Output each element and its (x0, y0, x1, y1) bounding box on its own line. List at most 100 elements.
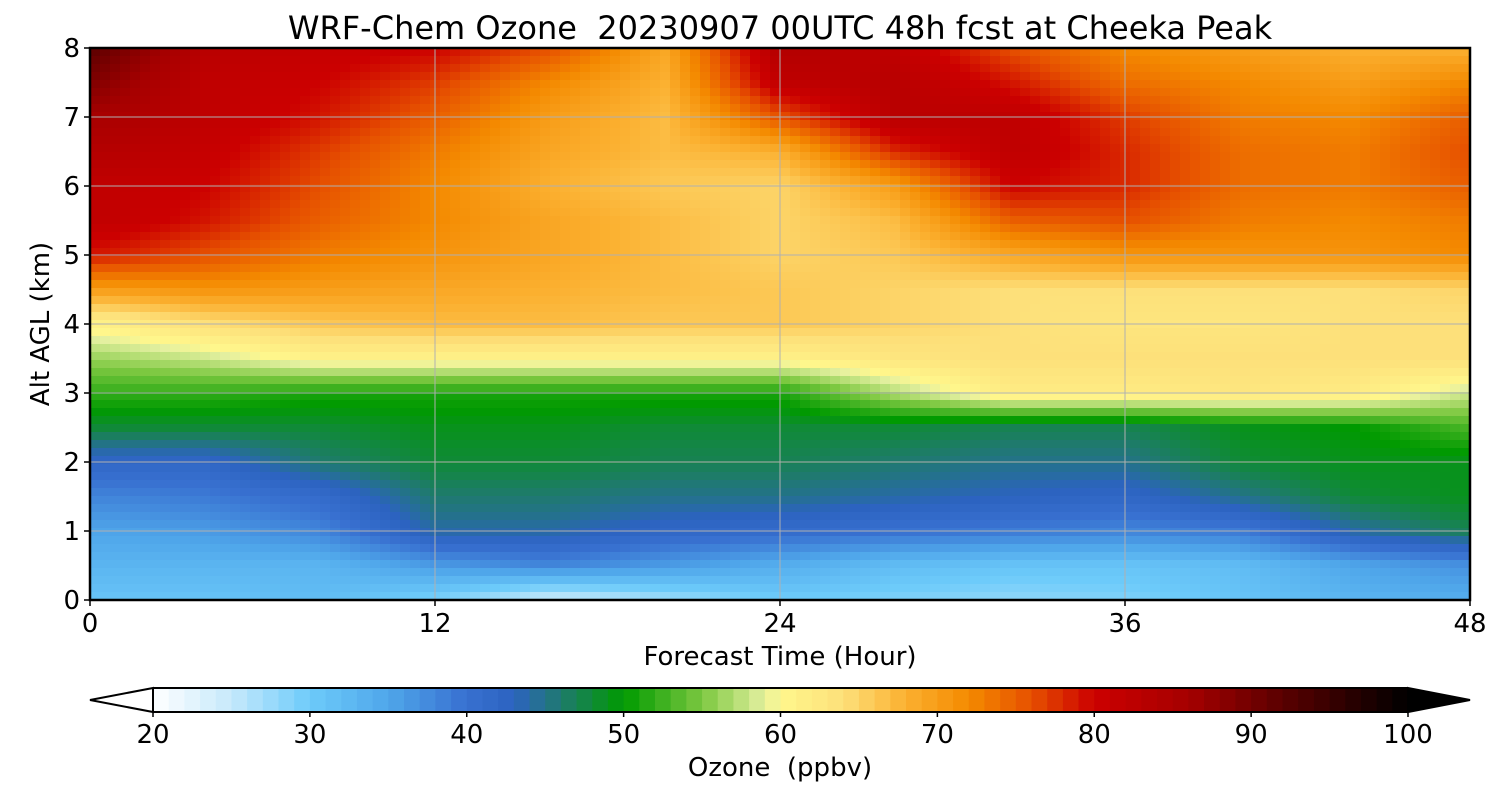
ozone-cell (260, 96, 271, 105)
ozone-cell (960, 248, 971, 257)
ozone-cell (1370, 328, 1381, 337)
ozone-cell (290, 88, 301, 97)
ozone-cell (790, 200, 801, 209)
ozone-cell (440, 104, 451, 113)
ozone-cell (950, 104, 961, 113)
ozone-cell (310, 184, 321, 193)
ozone-cell (580, 112, 591, 121)
ozone-cell (640, 56, 651, 65)
ozone-cell (220, 120, 231, 129)
ozone-cell (520, 280, 531, 289)
ozone-cell (1240, 280, 1251, 289)
ozone-cell (780, 96, 791, 105)
ozone-cell (650, 280, 661, 289)
ozone-cell (510, 176, 521, 185)
ozone-cell (1130, 200, 1141, 209)
ozone-cell (600, 120, 611, 129)
ozone-cell (1080, 192, 1091, 201)
ozone-cell (90, 152, 101, 161)
ozone-cell (1150, 104, 1161, 113)
ozone-cell (870, 256, 881, 265)
ozone-cell (880, 240, 891, 249)
ozone-cell (610, 128, 621, 137)
ozone-cell (990, 208, 1001, 217)
ozone-cell (450, 120, 461, 129)
ozone-cell (520, 104, 531, 113)
ozone-cell (1150, 88, 1161, 97)
ozone-cell (760, 168, 771, 177)
ozone-cell (720, 136, 731, 145)
ozone-cell (810, 312, 821, 321)
ozone-cell (930, 208, 941, 217)
ozone-cell (160, 248, 171, 257)
ozone-cell (160, 296, 171, 305)
ozone-cell (530, 152, 541, 161)
ozone-cell (210, 256, 221, 265)
ozone-cell (940, 88, 951, 97)
ozone-cell (170, 232, 181, 241)
ozone-cell (1100, 144, 1111, 153)
ozone-cell (500, 88, 511, 97)
ozone-cell (420, 184, 431, 193)
ozone-cell (1110, 88, 1121, 97)
ozone-cell (1420, 240, 1431, 249)
ozone-cell (510, 120, 521, 129)
ozone-cell (1230, 48, 1241, 57)
ozone-cell (1090, 224, 1101, 233)
ozone-cell (150, 168, 161, 177)
ozone-cell (210, 56, 221, 65)
ozone-cell (730, 328, 741, 337)
ozone-cell (280, 72, 291, 81)
ozone-cell (1360, 168, 1371, 177)
ozone-cell (480, 112, 491, 121)
ozone-cell (100, 288, 111, 297)
ozone-cell (240, 152, 251, 161)
ozone-cell (570, 96, 581, 105)
ozone-cell (1220, 256, 1231, 265)
ozone-cell (640, 328, 651, 337)
ozone-cell (760, 152, 771, 161)
ozone-cell (220, 192, 231, 201)
ozone-cell (340, 304, 351, 313)
ozone-cell (960, 272, 971, 281)
ozone-cell (800, 208, 811, 217)
ozone-cell (840, 136, 851, 145)
ozone-cell (1460, 304, 1470, 313)
ozone-cell (170, 96, 181, 105)
ozone-cell (1110, 192, 1121, 201)
ozone-cell (820, 288, 831, 297)
ozone-cell (1050, 72, 1061, 81)
ozone-cell (1140, 280, 1151, 289)
ozone-cell (400, 64, 411, 73)
ozone-cell (850, 136, 861, 145)
ozone-cell (770, 304, 781, 313)
ozone-cell (1110, 64, 1121, 73)
ozone-cell (1270, 72, 1281, 81)
ozone-cell (1200, 312, 1211, 321)
ozone-cell (1020, 248, 1031, 257)
ozone-cell (270, 112, 281, 121)
ozone-cell (740, 208, 751, 217)
ozone-cell (1090, 128, 1101, 137)
ozone-cell (1070, 312, 1081, 321)
ozone-cell (780, 80, 791, 89)
ozone-cell (1250, 264, 1261, 273)
ozone-cell (240, 224, 251, 233)
ozone-cell (690, 120, 701, 129)
ozone-cell (310, 280, 321, 289)
ozone-cell (950, 312, 961, 321)
ozone-cell (590, 112, 601, 121)
ozone-cell (1430, 136, 1441, 145)
ozone-cell (1450, 288, 1461, 297)
ozone-cell (740, 56, 751, 65)
ozone-cell (270, 336, 281, 345)
ozone-cell (1080, 112, 1091, 121)
ozone-cell (920, 312, 931, 321)
ozone-cell (210, 152, 221, 161)
ozone-cell (350, 104, 361, 113)
ozone-cell (300, 216, 311, 225)
ozone-cell (1170, 280, 1181, 289)
ozone-cell (970, 152, 981, 161)
ozone-cell (460, 88, 471, 97)
ozone-cell (1250, 288, 1261, 297)
